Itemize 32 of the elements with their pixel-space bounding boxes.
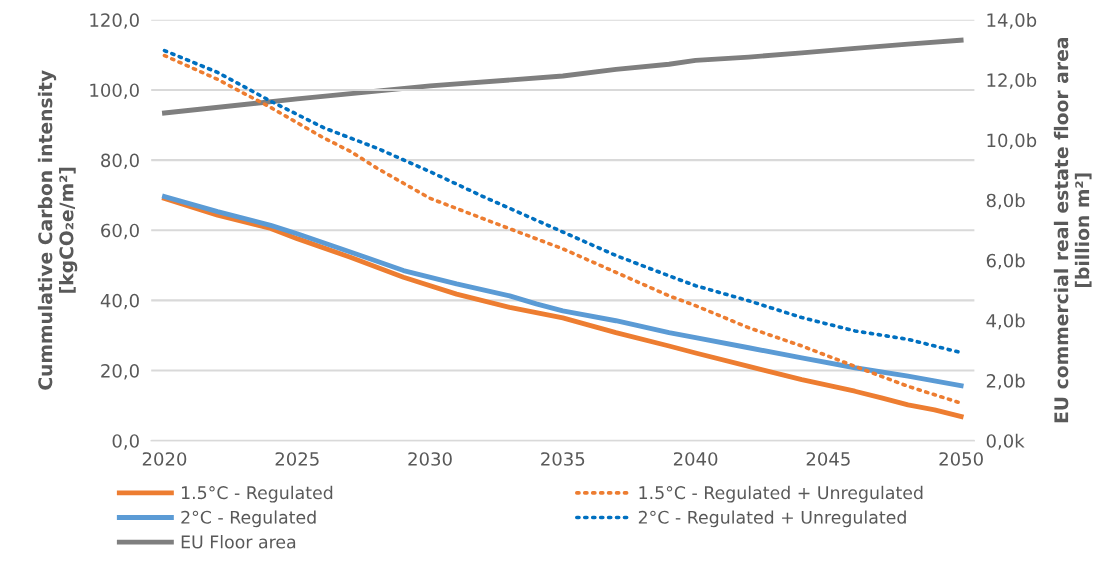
y-tick-label: 40,0	[100, 293, 139, 310]
legend-label: 2°C - Regulated	[181, 510, 316, 528]
x-tick-label: 2035	[541, 452, 585, 466]
y2-tick-label: 2,0b	[986, 373, 1025, 390]
line-series	[162, 48, 963, 355]
x-tick-label: 2020	[142, 452, 187, 466]
y-tick-label: 20,0	[101, 364, 139, 380]
y2-tick-label: 14,0b	[987, 12, 1037, 29]
x-tick-label: 2050	[939, 452, 983, 466]
y-tick-label: 0,0	[112, 434, 139, 450]
x-tick-label: 2040	[673, 452, 718, 466]
x-tick-label: 2030	[408, 452, 452, 466]
x-tick-label: 2025	[275, 452, 319, 466]
legend-label: 1.5°C - Regulated	[181, 485, 333, 503]
y-tick-label: 120,0	[90, 13, 139, 29]
y2-axis-title: EU commercial real estate floor area [billion m²]	[1053, 38, 1092, 423]
y-axis-title: Cummulative Carbon intensity [kgCO₂e/m²]	[37, 70, 78, 390]
y2-tick-label: 8,0b	[986, 193, 1025, 210]
legend-label: EU Floor area	[181, 535, 296, 549]
line-series	[162, 53, 963, 405]
y2-tick-label: 4,0b	[986, 313, 1025, 330]
x-tick-label: 2045	[806, 452, 850, 466]
legend-label: 2°C - Regulated + Unregulated	[638, 510, 906, 528]
y2-tick-label: 6,0b	[986, 253, 1025, 270]
y2-tick-label: 12,0b	[987, 73, 1037, 89]
y2-tick-label: 10,0b	[987, 133, 1037, 149]
legend-label: 1.5°C - Regulated + Unregulated	[639, 485, 923, 503]
y-tick-label: 80,0	[101, 153, 139, 170]
y2-tick-label: 0,0k	[986, 433, 1025, 450]
y-tick-label: 60,0	[101, 223, 139, 240]
line-series	[162, 37, 964, 116]
y-tick-label: 100,0	[90, 83, 139, 99]
